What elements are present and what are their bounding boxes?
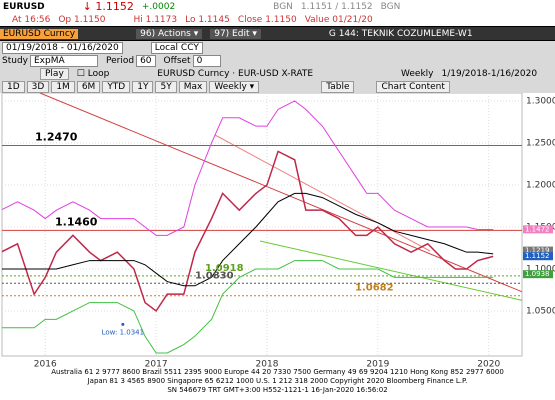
study-row: Study ExpMA Period 60 Offset 0 bbox=[0, 54, 555, 67]
bid-ask: 1.1151 / 1.1152 bbox=[300, 1, 373, 12]
low-label: Low: 1.0341 bbox=[102, 328, 144, 336]
footer: Australia 61 2 9777 8600 Brazil 5511 239… bbox=[0, 368, 555, 400]
low: Lo 1.1145 bbox=[185, 14, 230, 25]
range-row: 1D 3D 1M 6M YTD 1Y 5Y Max Weekly ▾ Table Chart … bbox=[0, 80, 555, 93]
study-field[interactable]: ExpMA bbox=[30, 54, 98, 67]
loop-checkbox[interactable]: ☐ Loop bbox=[76, 68, 110, 79]
trend-line bbox=[214, 134, 431, 252]
actions-menu[interactable]: 96) Actions ▾ bbox=[136, 28, 203, 39]
x-tick-label: 2019 bbox=[366, 360, 389, 369]
plot-frame bbox=[1, 93, 523, 357]
y-tick-label: 1.3000 bbox=[526, 96, 555, 106]
date-row: 01/19/2018 - 01/16/2020 Local CCY bbox=[0, 41, 555, 54]
security-field[interactable]: EURUSD Curncy bbox=[0, 28, 79, 39]
play-button[interactable]: Play bbox=[40, 67, 69, 80]
range-button[interactable]: 1M bbox=[51, 80, 75, 93]
price-tag-label: 1.1472 bbox=[525, 225, 550, 233]
study-label: Study bbox=[2, 55, 28, 66]
trend-line bbox=[259, 240, 522, 301]
price-tag bbox=[523, 252, 553, 261]
source: BGN bbox=[380, 1, 401, 12]
chart-content-button[interactable]: Chart Content bbox=[376, 80, 450, 93]
trend-line bbox=[39, 93, 522, 293]
range-button[interactable]: 5Y bbox=[155, 80, 177, 93]
series-line bbox=[2, 100, 494, 236]
level-label: 1.0682 bbox=[355, 283, 394, 294]
template: G 144: TEKNIK COZUMLEME-W1 bbox=[328, 28, 473, 39]
series-line bbox=[2, 150, 494, 313]
range-button[interactable]: 3D bbox=[26, 80, 50, 93]
y-tick-label: 1.1000 bbox=[526, 264, 555, 274]
table-button[interactable]: Table bbox=[321, 80, 355, 93]
play-row: Play ☐ Loop EURUSD Curncy · EUR-USD X-RA… bbox=[0, 67, 555, 80]
frequency: Weekly bbox=[401, 68, 434, 79]
x-tick-label: 2020 bbox=[477, 360, 500, 369]
change: +.0002 bbox=[141, 1, 176, 12]
price-tag bbox=[523, 246, 553, 255]
range: 1/19/2018-1/16/2020 bbox=[441, 68, 538, 79]
range-buttons: 1D 3D 1M 6M YTD 1Y 5Y Max bbox=[2, 80, 209, 93]
period-label: Period bbox=[106, 55, 135, 66]
price-tag-label: 1.0938 bbox=[525, 270, 550, 278]
offset-label: Offset bbox=[163, 55, 191, 66]
high: Hi 1.1173 bbox=[133, 14, 178, 25]
ohlc-row: At 16:56 Op 1.1150 Hi 1.1173 Lo 1.1145 C… bbox=[0, 13, 555, 26]
open: Op 1.1150 bbox=[58, 14, 106, 25]
edit-menu[interactable]: 97) Edit ▾ bbox=[210, 28, 261, 39]
price-tag bbox=[523, 270, 553, 279]
footer-line: SN 546679 TRT GMT+3:00 H552-1121-1 16-Ja… bbox=[167, 386, 388, 394]
series-line bbox=[2, 192, 494, 287]
quote-row: EURUSD ↓ 1.1152 +.0002 BGN 1.1151 / 1.11… bbox=[0, 0, 555, 13]
low-marker bbox=[121, 322, 125, 326]
value-date: Value 01/21/20 bbox=[304, 14, 373, 25]
chart-title: EURUSD Curncy · EUR-USD X-RATE bbox=[157, 68, 314, 79]
period-field[interactable]: 60 bbox=[136, 54, 156, 67]
x-tick-label: 2018 bbox=[256, 360, 279, 369]
y-tick-label: 1.0500 bbox=[526, 306, 555, 316]
footer-line: Japan 81 3 4565 8900 Singapore 65 6212 1… bbox=[87, 377, 468, 385]
range-button[interactable]: 1D bbox=[2, 80, 25, 93]
date-range[interactable]: 01/19/2018 - 01/16/2020 bbox=[2, 41, 123, 54]
y-tick-label: 1.2000 bbox=[526, 180, 555, 190]
frequency-select[interactable]: Weekly ▾ bbox=[209, 80, 260, 93]
close: Close 1.1150 bbox=[237, 14, 297, 25]
price-tag bbox=[523, 225, 553, 234]
offset-field[interactable]: 0 bbox=[192, 54, 221, 67]
x-tick-label: 2016 bbox=[34, 360, 57, 369]
range-button[interactable]: YTD bbox=[102, 80, 131, 93]
y-tick-label: 1.2500 bbox=[526, 138, 555, 148]
currency[interactable]: Local CCY bbox=[150, 41, 203, 54]
ticker: EURUSD bbox=[3, 1, 45, 12]
level-label: 1.0918 bbox=[205, 263, 244, 274]
time: At 16:56 bbox=[12, 14, 51, 25]
level-label: 1.0830 bbox=[195, 270, 234, 281]
last-price: ↓ 1.1152 bbox=[82, 0, 134, 13]
range-button[interactable]: Max bbox=[178, 80, 208, 93]
source: BGN bbox=[273, 1, 293, 12]
x-tick-label: 2017 bbox=[145, 360, 168, 369]
price-tag-label: 1.1219 bbox=[525, 247, 550, 255]
level-label: 1.1460 bbox=[55, 215, 98, 228]
level-label: 1.2470 bbox=[35, 130, 78, 143]
footer-line: Australia 61 2 9777 8600 Brazil 5511 239… bbox=[51, 368, 504, 376]
series-line bbox=[2, 260, 494, 354]
price-tag-label: 1.1152 bbox=[525, 252, 550, 260]
chart: 1.05001.10001.15001.20001.25001.30002016… bbox=[0, 93, 555, 368]
range-button[interactable]: 1Y bbox=[132, 80, 154, 93]
command-row: EURUSD Curncy 96) Actions ▾ 97) Edit ▾ G… bbox=[0, 27, 555, 40]
range-button[interactable]: 6M bbox=[76, 80, 101, 93]
